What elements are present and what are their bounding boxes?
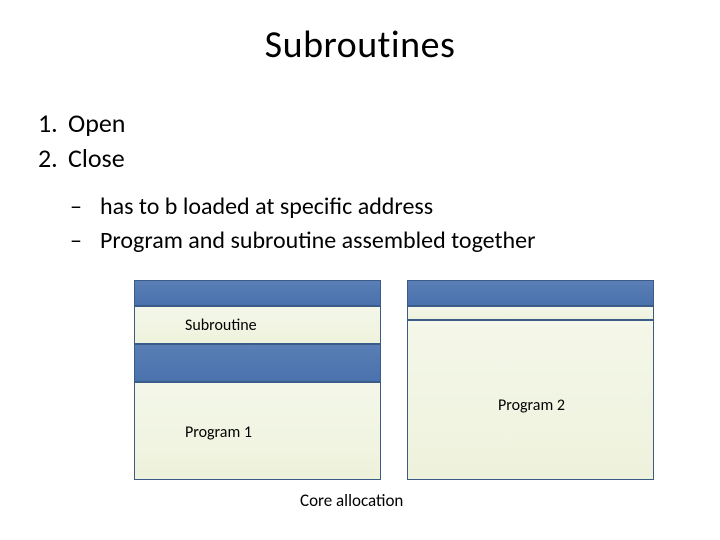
right-thin-band — [407, 306, 654, 320]
left-subroutine-band: Subroutine — [134, 306, 381, 344]
subroutine-label: Subroutine — [185, 316, 257, 335]
sub-list-item: – Program and subroutine assembled toget… — [70, 224, 688, 258]
program1-label: Program 1 — [185, 423, 252, 442]
slide-title: Subroutines — [0, 0, 720, 68]
right-top-blue — [407, 280, 654, 306]
sub-list-item: – has to b loaded at specific address — [70, 190, 688, 224]
list-text: Close — [68, 141, 125, 176]
dash-bullet: – — [70, 224, 100, 258]
sub-list: – has to b loaded at specific address – … — [32, 176, 688, 257]
left-mid-blue — [134, 344, 381, 382]
diagram-caption: Core allocation — [300, 490, 403, 511]
list-number: 1. — [38, 106, 68, 141]
numbered-list: 1. Open 2. Close — [32, 106, 688, 176]
diagram-area: Subroutine Program 1 Program 2 Core allo… — [0, 280, 720, 540]
program2-label: Program 2 — [498, 396, 565, 415]
sub-list-text: has to b loaded at specific address — [100, 190, 433, 224]
list-item: 1. Open — [38, 106, 688, 141]
list-number: 2. — [38, 141, 68, 176]
dash-bullet: – — [70, 190, 100, 224]
left-program-band: Program 1 — [134, 382, 381, 480]
list-item: 2. Close — [38, 141, 688, 176]
right-program-band: Program 2 — [407, 320, 654, 480]
list-text: Open — [68, 106, 125, 141]
sub-list-text: Program and subroutine assembled togethe… — [100, 224, 535, 258]
content-area: 1. Open 2. Close – has to b loaded at sp… — [0, 68, 720, 257]
left-top-blue — [134, 280, 381, 306]
